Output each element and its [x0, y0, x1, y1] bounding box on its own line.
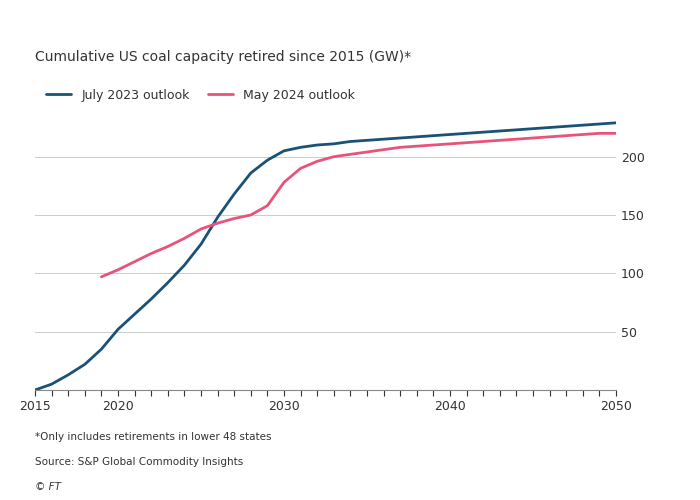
May 2024 outlook: [296, 166, 304, 172]
May 2024 outlook: [528, 135, 537, 141]
May 2024 outlook: [429, 142, 438, 148]
May 2024 outlook: [612, 130, 620, 136]
July 2023 outlook: [545, 124, 554, 130]
May 2024 outlook: [280, 180, 288, 186]
July 2023 outlook: [164, 280, 172, 285]
July 2023 outlook: [130, 311, 139, 317]
Text: *Only includes retirements in lower 48 states: *Only includes retirements in lower 48 s…: [35, 432, 272, 442]
July 2023 outlook: [280, 148, 288, 154]
May 2024 outlook: [114, 267, 122, 273]
May 2024 outlook: [214, 220, 222, 226]
July 2023 outlook: [214, 214, 222, 220]
July 2023 outlook: [446, 132, 454, 138]
May 2024 outlook: [396, 144, 405, 150]
May 2024 outlook: [562, 132, 570, 138]
May 2024 outlook: [479, 138, 487, 144]
May 2024 outlook: [97, 274, 106, 280]
Text: Cumulative US coal capacity retired since 2015 (GW)*: Cumulative US coal capacity retired sinc…: [35, 50, 411, 64]
July 2023 outlook: [64, 372, 72, 378]
Line: July 2023 outlook: July 2023 outlook: [35, 123, 616, 390]
July 2023 outlook: [246, 170, 255, 176]
July 2023 outlook: [330, 141, 338, 147]
July 2023 outlook: [396, 135, 405, 141]
May 2024 outlook: [545, 134, 554, 140]
May 2024 outlook: [463, 140, 471, 145]
July 2023 outlook: [429, 132, 438, 138]
May 2024 outlook: [446, 141, 454, 147]
July 2023 outlook: [80, 362, 89, 368]
Text: Source: S&P Global Commodity Insights: Source: S&P Global Commodity Insights: [35, 457, 244, 467]
Legend: July 2023 outlook, May 2024 outlook: July 2023 outlook, May 2024 outlook: [41, 84, 360, 107]
May 2024 outlook: [496, 138, 504, 143]
July 2023 outlook: [97, 346, 106, 352]
May 2024 outlook: [197, 226, 205, 232]
July 2023 outlook: [263, 157, 272, 163]
May 2024 outlook: [379, 146, 388, 152]
July 2023 outlook: [463, 130, 471, 136]
July 2023 outlook: [31, 387, 39, 393]
Text: © FT: © FT: [35, 482, 61, 492]
May 2024 outlook: [363, 149, 371, 155]
July 2023 outlook: [528, 126, 537, 132]
July 2023 outlook: [230, 191, 239, 197]
July 2023 outlook: [612, 120, 620, 126]
May 2024 outlook: [313, 158, 321, 164]
July 2023 outlook: [579, 122, 587, 128]
May 2024 outlook: [412, 143, 421, 149]
May 2024 outlook: [512, 136, 521, 142]
July 2023 outlook: [479, 129, 487, 135]
July 2023 outlook: [412, 134, 421, 140]
May 2024 outlook: [246, 212, 255, 218]
July 2023 outlook: [379, 136, 388, 142]
May 2024 outlook: [579, 132, 587, 138]
May 2024 outlook: [330, 154, 338, 160]
July 2023 outlook: [48, 381, 56, 387]
May 2024 outlook: [230, 216, 239, 222]
May 2024 outlook: [263, 202, 272, 208]
Line: May 2024 outlook: May 2024 outlook: [102, 134, 616, 277]
May 2024 outlook: [346, 152, 355, 158]
May 2024 outlook: [130, 258, 139, 264]
May 2024 outlook: [180, 236, 188, 242]
July 2023 outlook: [180, 262, 188, 268]
July 2023 outlook: [296, 144, 304, 150]
July 2023 outlook: [147, 296, 155, 302]
July 2023 outlook: [346, 138, 355, 144]
July 2023 outlook: [512, 127, 521, 133]
July 2023 outlook: [595, 121, 603, 127]
July 2023 outlook: [363, 138, 371, 143]
May 2024 outlook: [595, 130, 603, 136]
July 2023 outlook: [562, 124, 570, 130]
July 2023 outlook: [114, 326, 122, 332]
July 2023 outlook: [313, 142, 321, 148]
May 2024 outlook: [164, 244, 172, 250]
July 2023 outlook: [197, 241, 205, 247]
July 2023 outlook: [496, 128, 504, 134]
May 2024 outlook: [147, 250, 155, 256]
